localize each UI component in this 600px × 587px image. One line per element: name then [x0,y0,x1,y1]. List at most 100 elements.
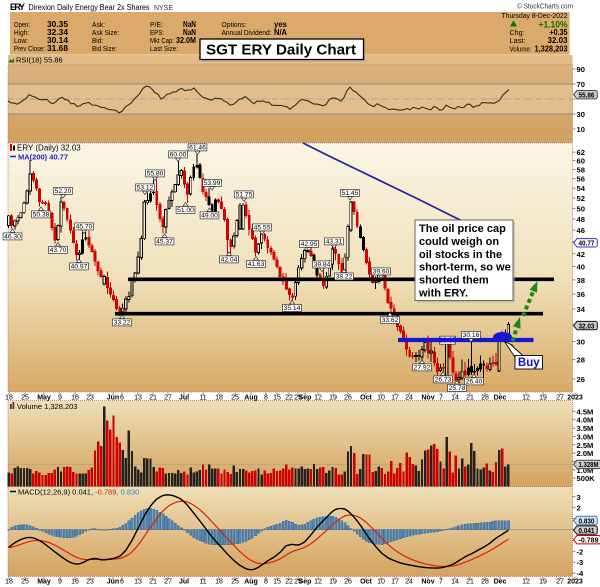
svg-text:21: 21 [466,579,474,586]
svg-text:40: 40 [577,263,585,272]
svg-text:11: 11 [199,395,206,402]
svg-text:7: 7 [439,579,443,586]
svg-text:MA(200) 40.77: MA(200) 40.77 [18,153,68,162]
svg-text:+1.10%: +1.10% [539,20,568,30]
svg-text:29: 29 [294,395,302,402]
svg-text:39.84: 39.84 [314,262,331,269]
svg-text:May: May [37,579,51,586]
svg-text:40.97: 40.97 [71,264,88,271]
svg-text:Jun: Jun [107,579,119,586]
svg-text:19: 19 [329,579,337,586]
svg-text:27: 27 [556,579,564,586]
svg-text:Dec: Dec [494,395,507,402]
svg-text:24: 24 [405,395,413,402]
svg-text:60: 60 [577,157,585,166]
svg-text:52.20: 52.20 [55,188,72,195]
svg-text:N/A: N/A [274,28,287,37]
svg-text:Last Size:: Last Size: [150,46,178,53]
svg-text:13: 13 [134,395,142,402]
svg-text:35.14: 35.14 [284,305,301,312]
svg-text:24: 24 [405,579,413,586]
svg-text:26: 26 [344,579,352,586]
svg-text:28: 28 [577,356,585,365]
svg-text:0.830: 0.830 [579,518,595,525]
svg-text:29: 29 [294,579,302,586]
svg-text:25.78: 25.78 [449,385,466,392]
svg-text:42: 42 [577,250,585,259]
svg-text:56: 56 [577,175,585,184]
svg-text:3.0M: 3.0M [577,432,594,441]
svg-text:2: 2 [577,504,581,513]
svg-text:MACD(12,26,9) 0.041, -0.789, 0: MACD(12,26,9) 0.041, -0.789, 0.830 [18,488,139,497]
svg-text:54: 54 [577,184,586,193]
svg-text:14: 14 [451,395,459,402]
svg-text:19: 19 [539,579,547,586]
svg-text:oil stocks in the: oil stocks in the [419,249,502,261]
svg-text:30: 30 [577,338,585,347]
svg-text:3: 3 [577,493,581,502]
svg-text:13: 13 [134,579,142,586]
svg-text:36: 36 [577,290,585,299]
svg-text:51.45: 51.45 [342,190,359,197]
svg-text:1.0M: 1.0M [577,466,594,475]
svg-text:50.38: 50.38 [33,212,50,219]
svg-text:46.30: 46.30 [4,234,21,241]
svg-text:ERY (Daily) 32.03: ERY (Daily) 32.03 [17,144,81,153]
svg-text:Jul: Jul [179,579,189,586]
svg-text:Bid:: Bid: [92,38,103,45]
svg-text:Buy: Buy [518,357,540,369]
svg-text:48: 48 [577,215,585,224]
svg-text:23: 23 [86,395,94,402]
svg-text:61.46: 61.46 [189,145,206,152]
svg-text:0.041: 0.041 [579,528,595,535]
svg-text:21: 21 [466,395,474,402]
svg-text:18: 18 [5,395,13,402]
svg-text:25: 25 [21,579,29,586]
svg-text:4.5M: 4.5M [577,407,594,416]
svg-text:50: 50 [577,204,585,213]
svg-text:14: 14 [451,579,459,586]
svg-text:4.0M: 4.0M [577,416,594,425]
svg-text:6: 6 [120,579,124,586]
svg-text:32.03: 32.03 [579,323,595,330]
svg-text:2.5M: 2.5M [577,441,594,450]
svg-text:15: 15 [273,579,281,586]
svg-text:with ERY.: with ERY. [418,288,468,300]
svg-text:-2: -2 [577,547,584,556]
svg-text:-4: -4 [577,569,585,578]
svg-text:P/E:: P/E: [150,22,163,29]
svg-text:EPS:: EPS: [150,30,164,37]
svg-text:8: 8 [264,579,268,586]
svg-text:60.00: 60.00 [170,152,187,159]
svg-text:NaN: NaN [183,20,196,29]
svg-text:55.80: 55.80 [147,171,164,178]
svg-text:Aug: Aug [244,395,258,402]
svg-text:Jul: Jul [179,395,189,402]
svg-text:26: 26 [577,375,585,384]
svg-text:Oct: Oct [360,395,372,402]
svg-text:6: 6 [120,395,124,402]
svg-text:9: 9 [58,579,62,586]
svg-text:45.55: 45.55 [254,225,271,232]
svg-text:33.22: 33.22 [114,320,131,327]
svg-text:NaN: NaN [183,28,196,37]
svg-text:Oct: Oct [360,579,372,586]
svg-text:27.92: 27.92 [414,365,431,372]
svg-text:2.0M: 2.0M [577,449,594,458]
svg-text:22: 22 [285,579,293,586]
svg-text:-3: -3 [577,558,584,567]
svg-text:43.70: 43.70 [50,247,67,254]
svg-text:Chg:: Chg: [510,30,525,37]
svg-text:19: 19 [329,395,337,402]
svg-text:Volume:: Volume: [510,47,532,54]
svg-text:© StockCharts.com: © StockCharts.com [517,2,573,11]
svg-text:Options:: Options: [222,22,247,29]
svg-text:+0.35: +0.35 [550,28,568,37]
svg-text:Ask Size:: Ask Size: [92,30,119,37]
svg-text:30.16: 30.16 [463,332,480,339]
svg-text:3.5M: 3.5M [577,424,594,433]
svg-text:short-term, so we: short-term, so we [419,262,511,274]
svg-text:High:: High: [14,30,29,37]
svg-text:Mkt Cap:: Mkt Cap: [150,38,174,45]
svg-text:33.62: 33.62 [382,317,399,324]
